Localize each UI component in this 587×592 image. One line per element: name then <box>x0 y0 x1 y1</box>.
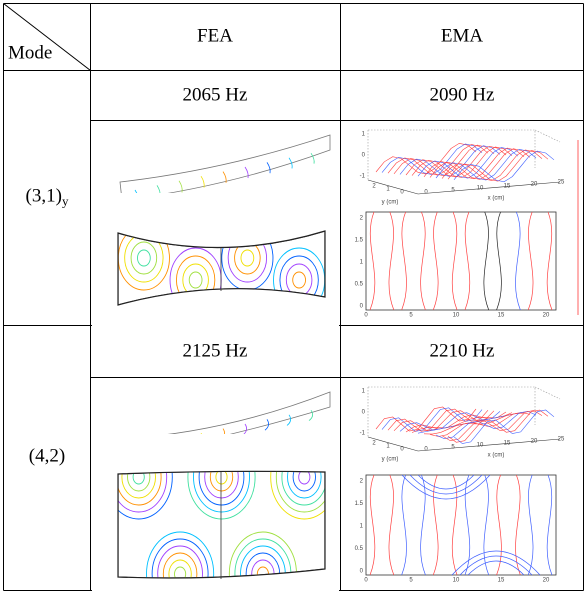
contour-y-tick: 1.5 <box>355 238 364 244</box>
fea-plate <box>118 471 325 578</box>
surface-x-tick: 20 <box>531 182 538 188</box>
contour-x-tick: 10 <box>453 313 460 319</box>
surface-x-tick: 10 <box>477 443 484 449</box>
surface-y-label: y (cm) <box>382 200 399 206</box>
surface-z-tick: -1 <box>360 174 366 180</box>
contour-x-tick: 15 <box>498 578 505 584</box>
surface-x-tick: 15 <box>504 184 511 190</box>
contour-y-tick: 1.5 <box>355 501 364 507</box>
surface-x-label: x (cm) <box>488 453 505 459</box>
table-figure: Mode FEA EMA (3,1)y2065 Hz2090 Hz10-1210… <box>0 0 587 592</box>
fea-frequency: 2065 Hz <box>183 84 248 105</box>
surface-z-tick: -1 <box>360 431 366 437</box>
fea-mask <box>92 434 338 474</box>
corner-label: Mode <box>8 42 52 63</box>
contour-frame <box>366 475 556 575</box>
fea-frequency: 2125 Hz <box>183 340 248 361</box>
contour-y-tick: 0.5 <box>355 282 364 288</box>
fea-mask <box>92 434 118 592</box>
contour-x-tick: 20 <box>543 578 550 584</box>
surface-y-label: y (cm) <box>382 457 399 463</box>
ema-contour-plot: 21.510.5005101520 <box>355 475 556 584</box>
surface-x-label: x (cm) <box>488 196 505 202</box>
column-header: FEA <box>197 25 233 46</box>
mode-label-main: (4,2) <box>29 446 65 467</box>
fea-mask <box>325 193 339 345</box>
contour-y-tick: 0.5 <box>355 546 364 552</box>
contour-frame <box>366 212 556 310</box>
ema-frequency: 2210 Hz <box>430 340 495 361</box>
surface-x-tick: 20 <box>531 439 538 445</box>
mode-label-main: (3,1) <box>26 186 62 207</box>
fea-mask <box>92 193 118 345</box>
ema-frequency: 2090 Hz <box>430 84 495 105</box>
contour-x-tick: 15 <box>498 313 505 319</box>
mode-label-subscript: y <box>62 193 69 208</box>
surface-x-tick: 25 <box>558 437 565 443</box>
contour-x-tick: 20 <box>543 313 550 319</box>
column-header: EMA <box>441 25 484 46</box>
surface-x-tick: 15 <box>504 441 511 447</box>
surface-x-tick: 10 <box>477 186 484 192</box>
mode-label: (4,2) <box>29 446 65 467</box>
surface-x-tick: 25 <box>558 180 565 186</box>
contour-x-tick: 10 <box>453 578 460 584</box>
fea-mask <box>325 434 339 592</box>
